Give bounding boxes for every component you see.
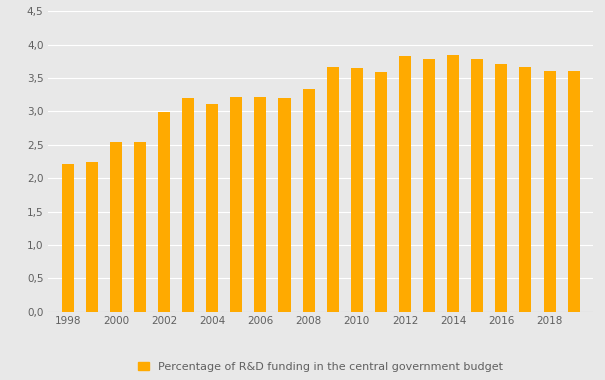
Bar bbox=[62, 163, 74, 312]
Bar bbox=[520, 67, 531, 312]
Bar bbox=[302, 89, 315, 312]
Bar bbox=[423, 59, 435, 312]
Bar bbox=[254, 97, 266, 312]
Bar bbox=[471, 59, 483, 312]
Bar bbox=[495, 64, 508, 312]
Bar bbox=[231, 97, 243, 312]
Legend: Percentage of R&D funding in the central government budget: Percentage of R&D funding in the central… bbox=[138, 362, 503, 372]
Bar bbox=[86, 162, 98, 312]
Bar bbox=[182, 98, 194, 312]
Bar bbox=[206, 104, 218, 312]
Bar bbox=[134, 142, 146, 312]
Bar bbox=[351, 68, 363, 312]
Bar bbox=[399, 56, 411, 312]
Bar bbox=[278, 98, 290, 312]
Bar bbox=[543, 71, 555, 312]
Bar bbox=[110, 142, 122, 312]
Bar bbox=[375, 72, 387, 312]
Bar bbox=[158, 112, 170, 312]
Bar bbox=[327, 67, 339, 312]
Bar bbox=[447, 55, 459, 312]
Bar bbox=[567, 71, 580, 312]
